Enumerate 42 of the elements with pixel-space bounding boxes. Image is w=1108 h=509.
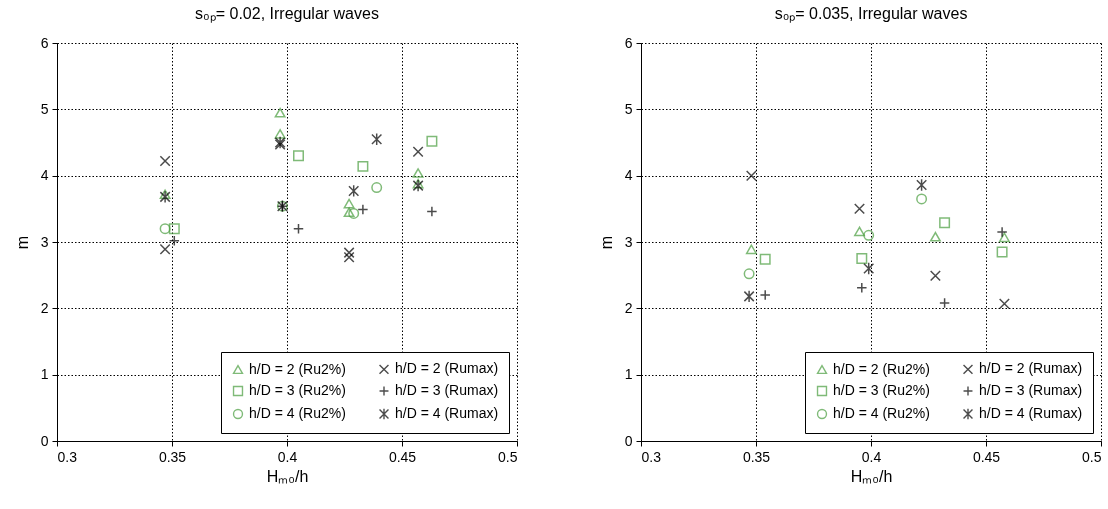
legend-label: h/D = 2 (Rumax) <box>395 360 499 377</box>
legend-label: h/D = 4 (Rumax) <box>979 405 1083 421</box>
y-tick-label: 6 <box>40 34 49 51</box>
x-tick-label: 0.5 <box>498 448 518 465</box>
y-tick-label: 6 <box>624 34 633 51</box>
y-tick-label: 0 <box>624 432 633 449</box>
legend-label: h/D = 2 (Ru2%) <box>833 360 930 377</box>
x-tick-label: 0.45 <box>388 448 417 465</box>
y-tick-label: 3 <box>40 233 49 250</box>
y-tick-label: 5 <box>40 100 49 117</box>
legend-label: h/D = 2 (Rumax) <box>979 360 1083 377</box>
y-tick-label: 4 <box>624 167 633 184</box>
x-tick-label: 0.45 <box>972 448 1001 465</box>
x-tick-label: 0.3 <box>641 448 662 465</box>
legend-label: h/D = 4 (Ru2%) <box>833 405 930 421</box>
y-tick-label: 0 <box>40 432 49 449</box>
y-tick-label: 2 <box>624 299 633 316</box>
chart-title: s₀ₚ= 0.035, Irregular waves <box>774 5 968 23</box>
x-tick-label: 0.4 <box>861 448 882 465</box>
x-axis-title: Hₘ₀/h <box>850 467 893 485</box>
legend-label: h/D = 3 (Ru2%) <box>249 382 346 398</box>
y-axis-title: m <box>13 235 31 250</box>
legend-label: h/D = 3 (Ru2%) <box>833 382 930 398</box>
y-tick-label: 1 <box>624 366 633 383</box>
legend-label: h/D = 4 (Rumax) <box>395 405 499 421</box>
y-axis-title: m <box>597 235 615 250</box>
x-tick-label: 0.5 <box>1082 448 1102 465</box>
legend-label: h/D = 3 (Rumax) <box>979 382 1083 398</box>
x-axis-title: Hₘ₀/h <box>266 467 309 485</box>
x-tick-label: 0.4 <box>277 448 298 465</box>
x-tick-label: 0.35 <box>158 448 187 465</box>
y-tick-label: 2 <box>40 299 49 316</box>
chart-title: s₀ₚ= 0.02, Irregular waves <box>195 5 379 23</box>
x-tick-label: 0.3 <box>57 448 78 465</box>
legend-label: h/D = 3 (Rumax) <box>395 382 499 398</box>
y-tick-label: 4 <box>40 167 49 184</box>
y-tick-label: 1 <box>40 366 49 383</box>
y-tick-label: 3 <box>624 233 633 250</box>
x-tick-label: 0.35 <box>742 448 771 465</box>
y-tick-label: 5 <box>624 100 633 117</box>
legend-label: h/D = 4 (Ru2%) <box>249 405 346 421</box>
legend-label: h/D = 2 (Ru2%) <box>249 360 346 377</box>
